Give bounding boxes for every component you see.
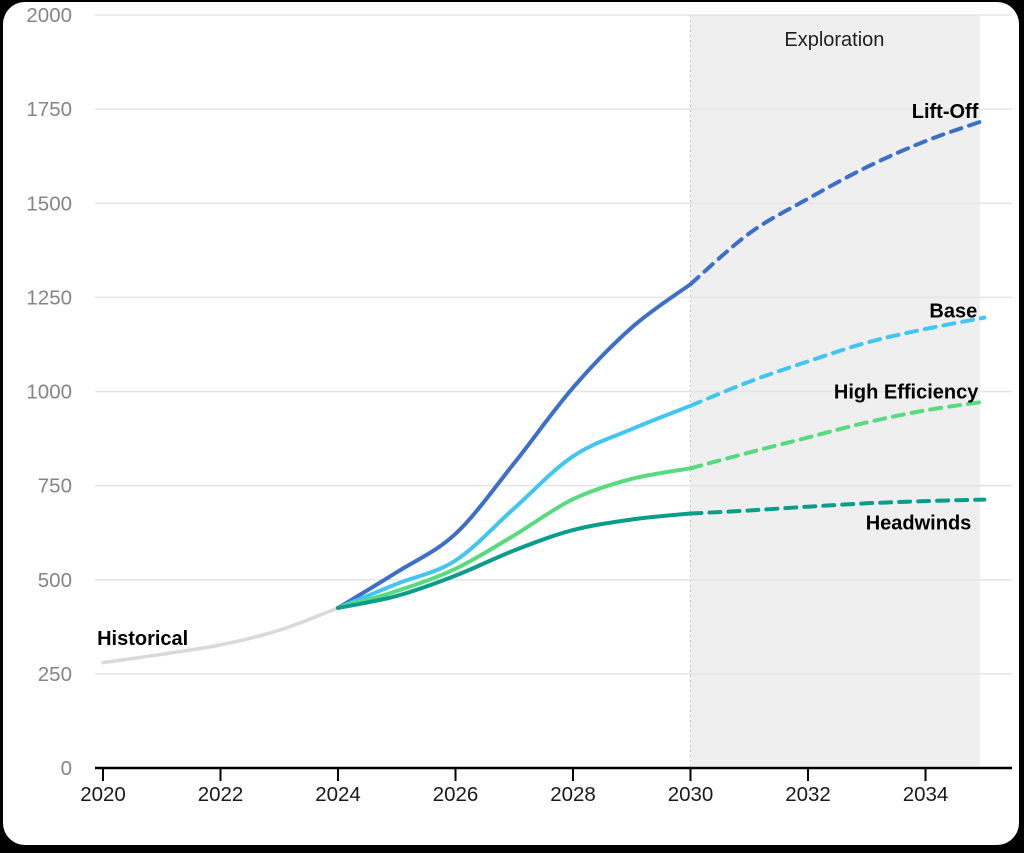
series-line-historical-solid bbox=[101, 606, 340, 665]
y-tick-label: 0 bbox=[61, 757, 72, 780]
label-lift-off: Lift-Off bbox=[912, 101, 979, 123]
series-line-lift-off-dashed bbox=[688, 118, 987, 287]
y-tick-label: 250 bbox=[38, 663, 72, 686]
label-headwinds: Headwinds bbox=[866, 513, 972, 535]
series-line-headwinds-dashed bbox=[688, 497, 987, 516]
series-line-high-efficiency-dashed bbox=[688, 399, 987, 471]
label-exploration: Exploration bbox=[784, 29, 884, 51]
series-line-base-solid bbox=[336, 403, 693, 610]
exploration-region bbox=[690, 15, 980, 766]
x-tick-label: 2026 bbox=[433, 783, 479, 806]
x-tick-label: 2030 bbox=[668, 783, 714, 806]
series-line-headwinds-solid bbox=[336, 511, 693, 610]
x-tick-label: 2020 bbox=[80, 783, 126, 806]
y-tick-label: 1750 bbox=[26, 98, 72, 121]
series-line-lift-off-solid bbox=[336, 282, 693, 610]
label-historical: Historical bbox=[97, 628, 188, 650]
series-line-high-efficiency-solid bbox=[336, 466, 693, 610]
x-tick-label: 2022 bbox=[198, 783, 244, 806]
y-tick-label: 1500 bbox=[26, 192, 72, 215]
x-tick-label: 2034 bbox=[903, 783, 949, 806]
label-base: Base bbox=[929, 300, 977, 322]
series-line-base-dashed bbox=[688, 315, 987, 408]
label-high-efficiency: High Efficiency bbox=[834, 381, 979, 403]
y-tick-label: 2000 bbox=[26, 4, 72, 27]
x-tick-label: 2028 bbox=[550, 783, 596, 806]
y-tick-label: 1250 bbox=[26, 286, 72, 309]
y-tick-label: 1000 bbox=[26, 381, 72, 404]
x-tick-label: 2032 bbox=[785, 783, 831, 806]
y-tick-label: 750 bbox=[38, 475, 72, 498]
y-tick-label: 500 bbox=[38, 569, 72, 592]
x-tick-label: 2024 bbox=[315, 783, 361, 806]
